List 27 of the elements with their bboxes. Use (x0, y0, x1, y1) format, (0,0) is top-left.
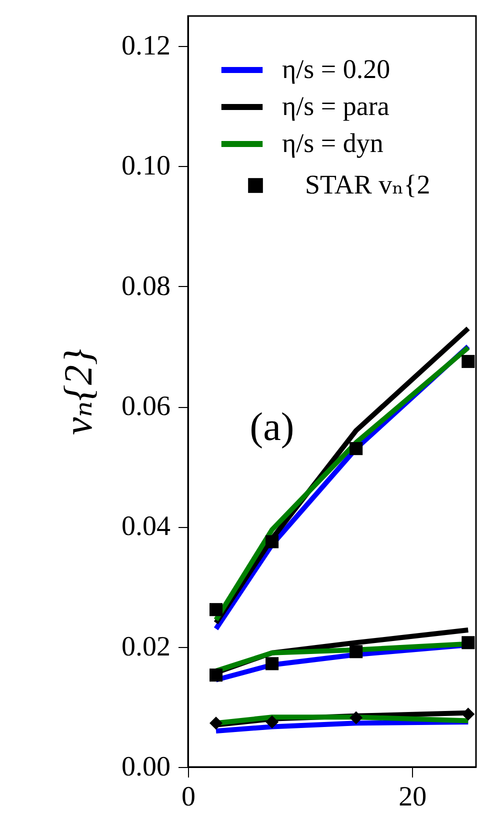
y-tick-label: 0.10 (122, 150, 170, 182)
y-tick-label: 0.12 (122, 30, 170, 62)
point (462, 354, 475, 368)
y-tick-label: 0.08 (122, 270, 170, 302)
point (266, 657, 279, 670)
point (266, 715, 279, 728)
legend-label: STAR vₙ{2 (305, 170, 430, 200)
x-tick-label: 0 (182, 782, 196, 812)
y-tick-label: 0.06 (122, 391, 170, 422)
y-tick-label: 0.00 (122, 752, 170, 782)
point (266, 535, 279, 548)
point (209, 668, 223, 682)
point (350, 645, 363, 658)
y-tick-label: 0.02 (122, 631, 170, 662)
point (209, 716, 223, 730)
x-tick-label: 20 (398, 782, 427, 812)
point (209, 603, 223, 616)
annotation: (a) (250, 404, 294, 449)
point (350, 711, 363, 724)
y-tick-label: 0.04 (122, 511, 170, 542)
legend-label: η/s = 0.20 (282, 54, 390, 84)
point (462, 636, 475, 650)
y-axis-title: vₙ{2} (56, 349, 100, 435)
point (462, 708, 475, 721)
legend-label: η/s = dyn (282, 128, 384, 158)
point (350, 442, 363, 456)
legend-label: η/s = para (282, 91, 390, 121)
